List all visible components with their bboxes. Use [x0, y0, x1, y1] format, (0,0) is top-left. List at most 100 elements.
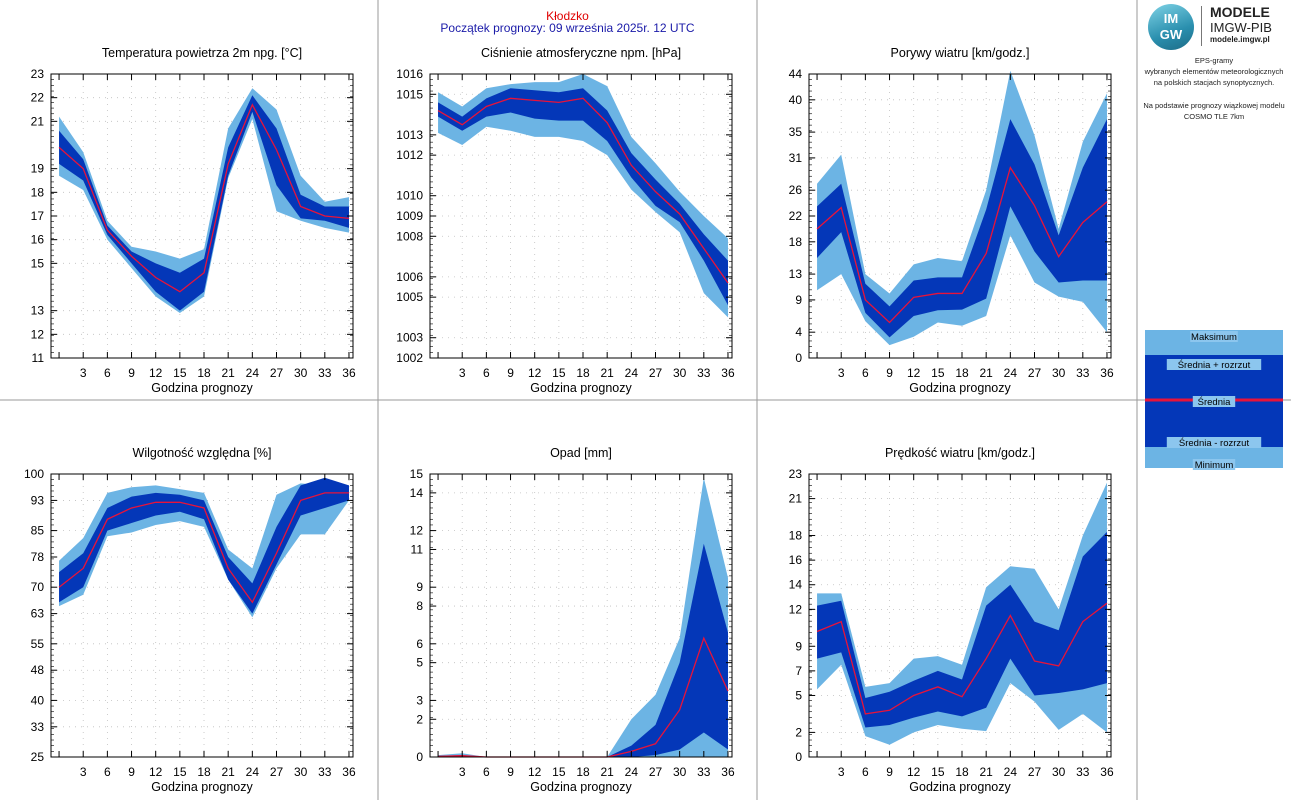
x-tick-label: 18	[955, 366, 969, 380]
y-tick-label: 85	[31, 524, 45, 538]
x-tick-label: 30	[673, 366, 687, 380]
x-tick-label: 24	[625, 366, 639, 380]
x-tick-label: 33	[697, 366, 711, 380]
x-tick-label: 9	[507, 366, 514, 380]
y-tick-label: 17	[31, 209, 45, 223]
y-tick-label: 14	[410, 486, 424, 500]
mean-line	[437, 97, 729, 284]
x-tick-label: 6	[104, 765, 111, 779]
chart-title: Wilgotność względna [%]	[133, 446, 272, 460]
x-tick-label: 3	[459, 765, 466, 779]
x-tick-label: 15	[173, 765, 187, 779]
x-tick-label: 3	[838, 366, 845, 380]
x-tick-label: 15	[552, 366, 566, 380]
legend-label: Średnia + rozrzut	[1178, 359, 1251, 371]
y-tick-label: 21	[31, 114, 45, 128]
y-tick-label: 9	[795, 293, 802, 307]
x-tick-label: 36	[721, 366, 735, 380]
x-tick-label: 21	[221, 366, 235, 380]
x-tick-label: 30	[1052, 765, 1066, 779]
logo-title: MODELE	[1210, 4, 1270, 20]
y-tick-label: 22	[789, 209, 803, 223]
legend-label-bg	[1192, 396, 1236, 407]
y-tick-label: 100	[24, 467, 44, 481]
y-tick-label: 33	[31, 720, 45, 734]
y-tick-label: 1006	[396, 270, 423, 284]
x-axis-label: Godzina prognozy	[530, 381, 632, 395]
y-tick-label: 16	[789, 553, 803, 567]
x-tick-label: 12	[907, 765, 921, 779]
x-tick-label: 9	[886, 765, 893, 779]
x-tick-label: 18	[197, 765, 211, 779]
x-tick-label: 24	[625, 765, 639, 779]
spread-band	[438, 88, 728, 306]
spread-band	[438, 543, 728, 757]
x-tick-label: 12	[907, 366, 921, 380]
x-tick-label: 24	[246, 765, 260, 779]
y-tick-label: 1012	[396, 148, 423, 162]
y-tick-label: 18	[31, 185, 45, 199]
x-tick-label: 21	[600, 366, 614, 380]
x-tick-label: 15	[931, 765, 945, 779]
chart-title: Prędkość wiatru [km/godz.]	[885, 446, 1035, 460]
x-tick-label: 27	[270, 765, 284, 779]
x-tick-label: 27	[270, 366, 284, 380]
y-tick-label: 2	[795, 725, 802, 739]
legend-label-bg	[1192, 459, 1236, 470]
x-tick-label: 18	[197, 366, 211, 380]
x-tick-label: 3	[80, 366, 87, 380]
y-tick-label: 26	[789, 183, 803, 197]
x-tick-label: 18	[576, 765, 590, 779]
y-tick-label: 3	[416, 693, 423, 707]
x-tick-label: 21	[979, 765, 993, 779]
spread-band	[59, 95, 349, 311]
x-axis-label: Godzina prognozy	[909, 381, 1011, 395]
y-tick-label: 1010	[396, 189, 423, 203]
x-tick-label: 15	[931, 366, 945, 380]
x-tick-label: 33	[1076, 765, 1090, 779]
y-tick-label: 40	[31, 693, 45, 707]
x-tick-label: 21	[979, 366, 993, 380]
y-tick-label: 15	[31, 256, 45, 270]
y-tick-label: 63	[31, 607, 45, 621]
y-tick-label: 13	[789, 267, 803, 281]
logo-divider	[1201, 6, 1202, 46]
y-tick-label: 25	[31, 750, 45, 764]
station-name: Kłodzko	[546, 9, 589, 23]
x-tick-label: 33	[318, 765, 332, 779]
x-tick-label: 33	[318, 366, 332, 380]
y-tick-label: 4	[795, 325, 802, 339]
x-tick-label: 24	[1004, 765, 1018, 779]
x-tick-label: 27	[649, 366, 663, 380]
y-tick-label: 22	[31, 91, 45, 105]
x-axis-label: Godzina prognozy	[909, 780, 1011, 794]
x-tick-label: 30	[1052, 366, 1066, 380]
x-tick-label: 6	[483, 366, 490, 380]
side-info-line: na polskich stacjach synoptycznych.	[1153, 78, 1275, 87]
y-tick-label: 21	[789, 492, 803, 506]
y-tick-label: 40	[789, 93, 803, 107]
logo-mark-top: IM	[1163, 11, 1179, 26]
spread-band	[817, 119, 1107, 338]
legend: Maksimum Średnia + rozrzut Średnia Średnia …	[1145, 330, 1283, 471]
x-tick-label: 9	[507, 765, 514, 779]
x-tick-label: 30	[673, 765, 687, 779]
x-tick-label: 12	[528, 366, 542, 380]
legend-label: Minimum	[1195, 460, 1234, 471]
mean-line	[58, 492, 349, 604]
y-tick-label: 78	[31, 550, 45, 564]
x-tick-label: 27	[1028, 765, 1042, 779]
legend-label-bg	[1166, 437, 1262, 448]
y-tick-label: 1008	[396, 229, 423, 243]
x-tick-label: 24	[246, 366, 260, 380]
x-tick-label: 18	[955, 765, 969, 779]
mean-line	[58, 103, 350, 293]
y-tick-label: 1005	[396, 290, 423, 304]
mean-line	[816, 166, 1108, 324]
chart-panel: 1002 1003 1005 1006 1008 1009 1010 1012 1013 1015…	[396, 46, 735, 395]
legend-label: Średnia	[1198, 396, 1231, 408]
x-tick-label: 6	[104, 366, 111, 380]
y-tick-label: 15	[410, 467, 424, 481]
x-tick-label: 36	[342, 366, 356, 380]
